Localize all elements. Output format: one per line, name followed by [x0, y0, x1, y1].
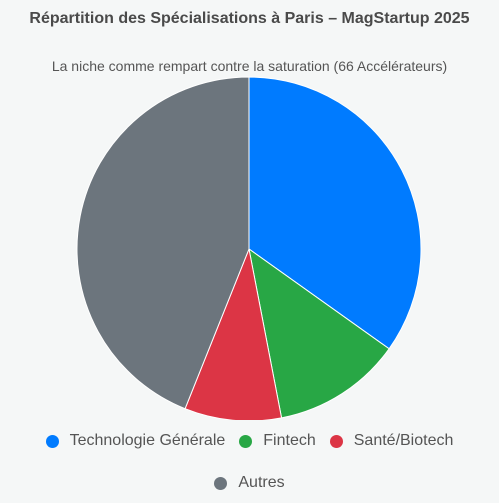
legend-item-technologie-generale[interactable]: Technologie Générale — [45, 432, 226, 450]
pie-slice-sante-biotech[interactable] — [184, 247, 283, 420]
legend-item-fintech[interactable]: Fintech — [239, 432, 316, 450]
pie-chart — [76, 76, 422, 420]
chart-subtitle: La niche comme rempart contre la saturat… — [51, 58, 448, 74]
legend-item-autres[interactable]: Autres — [214, 474, 285, 492]
pie-slice-technologie-generale[interactable] — [248, 76, 422, 350]
legend: Technologie Générale Fintech Santé/Biote… — [20, 432, 479, 492]
legend-label: Fintech — [263, 432, 316, 449]
legend-swatch — [239, 434, 253, 448]
legend-item-sante-biotech[interactable]: Santé/Biotech — [329, 432, 454, 450]
legend-label: Technologie Générale — [69, 432, 226, 449]
legend-swatch — [214, 476, 228, 490]
legend-swatch — [329, 434, 343, 448]
pie-slice-autres[interactable] — [76, 76, 250, 410]
pie-slice-fintech[interactable] — [248, 247, 390, 419]
legend-label: Autres — [238, 474, 285, 491]
legend-label: Santé/Biotech — [353, 432, 454, 449]
chart-title: Répartition des Spécialisations à Paris … — [29, 10, 470, 27]
legend-swatch — [45, 434, 59, 448]
